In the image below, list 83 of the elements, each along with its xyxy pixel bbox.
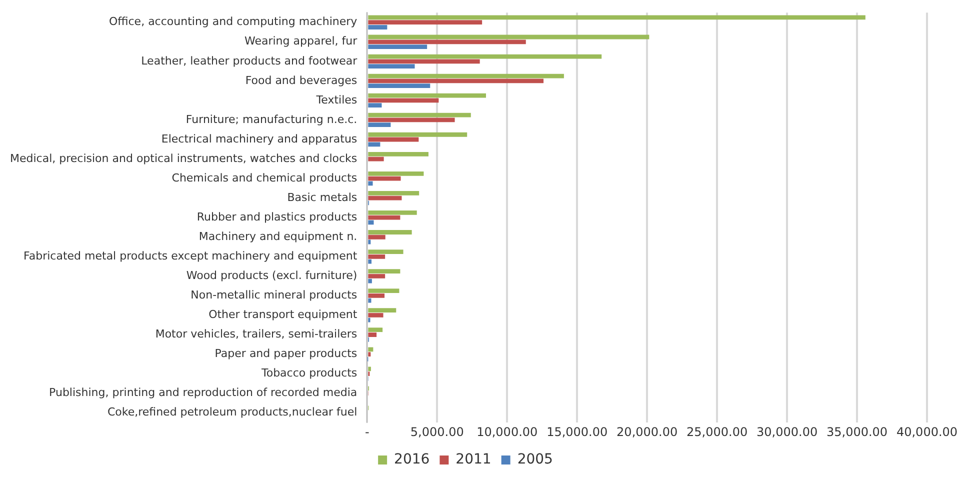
y-tick-label: Furniture; manufacturing n.e.c.: [186, 112, 358, 126]
bar: [368, 240, 371, 244]
y-tick-label: Medical, precision and optical instruments, watches and clocks: [10, 152, 358, 165]
y-tick-label: Wood products (excl. furniture): [186, 269, 358, 282]
bar: [368, 84, 430, 88]
bar: [368, 25, 388, 30]
y-tick-label: Paper and paper products: [214, 347, 358, 360]
bar: [368, 40, 526, 44]
x-tick-label: 15,000.00: [546, 424, 608, 439]
y-tick-label: Textiles: [315, 93, 358, 106]
bar: [368, 122, 391, 128]
bar: [368, 142, 380, 147]
bar: [368, 152, 428, 156]
bar: [368, 220, 374, 225]
bar: [368, 352, 371, 356]
bar: [368, 20, 482, 25]
y-tick-label: Wearing apparel, fur: [244, 34, 358, 48]
bar: [368, 328, 383, 332]
bar: [368, 156, 384, 162]
bar: [368, 64, 415, 68]
y-tick-label: Publishing, printing and reproduction of recorded media: [49, 386, 358, 400]
bar: [368, 234, 386, 240]
bar: [368, 308, 396, 313]
x-tick-label: -: [364, 424, 370, 439]
bar: [368, 176, 401, 181]
x-tick-label: 5,000.00: [410, 424, 464, 439]
y-tick-label: Non-metallic mineral products: [190, 288, 358, 302]
y-tick-label: Other transport equipment: [208, 308, 358, 322]
bar: [368, 366, 371, 372]
bar: [368, 215, 400, 220]
bar: [368, 103, 382, 108]
bar: [368, 347, 374, 352]
y-tick-label: Fabricated metal products except machinery and equipment: [24, 250, 358, 263]
y-tick-label: Motor vehicles, trailers, semi-trailers: [155, 328, 358, 341]
bar: [368, 98, 439, 103]
y-tick-label: Rubber and plastics products: [196, 210, 358, 224]
bar: [368, 196, 402, 200]
bar: [368, 15, 866, 20]
bar: [368, 137, 419, 142]
bar: [368, 118, 455, 122]
x-tick-label: 35,000.00: [826, 424, 888, 439]
bar: [368, 269, 400, 274]
bar: [368, 93, 486, 98]
y-tick-label: Electrical machinery and apparatus: [161, 132, 358, 146]
legend-label: 2005: [517, 452, 553, 468]
bar: [368, 332, 377, 337]
x-tick-label: 40,000.00: [896, 424, 958, 439]
bar: [368, 44, 428, 49]
bar: [368, 132, 468, 137]
bar: [368, 259, 372, 264]
bar: [368, 278, 372, 284]
y-tick-label: Tobacco products: [260, 366, 358, 380]
bar: [368, 288, 400, 294]
x-tick-label: 20,000.00: [616, 424, 678, 439]
y-tick-label: Coke,refined petroleum products,nuclear fuel: [107, 406, 358, 419]
bar: [368, 78, 544, 84]
bar: [368, 34, 650, 40]
bar: [368, 250, 404, 254]
bar: [368, 191, 420, 196]
y-tick-label: Office, accounting and computing machinery: [108, 15, 358, 28]
y-tick-label: Machinery and equipment n.: [198, 230, 358, 243]
legend-label: 2016: [394, 452, 430, 468]
legend-label: 2011: [456, 452, 492, 468]
bar: [368, 230, 412, 234]
y-tick-label: Basic metals: [287, 190, 358, 204]
bar: [368, 313, 384, 318]
bar: [368, 254, 386, 259]
bar: [368, 59, 480, 64]
bar: [368, 54, 602, 59]
bar: [368, 74, 564, 78]
x-tick-label: 25,000.00: [686, 424, 748, 439]
bar: [368, 171, 424, 176]
y-tick-label: Chemicals and chemical products: [172, 171, 358, 184]
bar: [368, 298, 372, 303]
bar: [368, 294, 385, 298]
bar: [368, 181, 373, 186]
y-tick-label: Food and beverages: [245, 74, 358, 87]
x-tick-label: 10,000.00: [476, 424, 538, 439]
y-tick-label: Leather, leather products and footwear: [141, 54, 358, 68]
x-tick-label: 30,000.00: [756, 424, 818, 439]
bar: [368, 112, 471, 118]
bar: [368, 210, 417, 215]
bar: [368, 274, 386, 278]
